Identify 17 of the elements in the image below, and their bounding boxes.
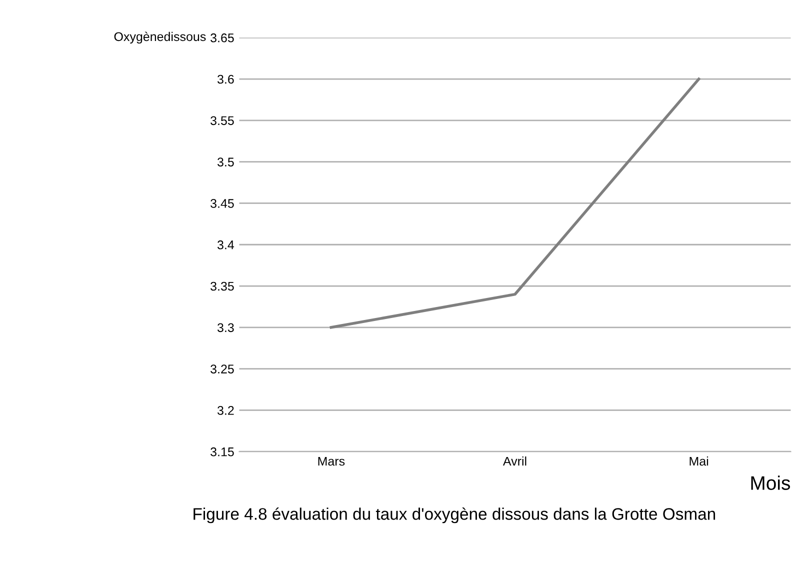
x-tick-label: Mars xyxy=(318,456,345,466)
y-tick-label: 3.4 xyxy=(217,240,234,250)
y-tick-label: 3.45 xyxy=(210,199,234,208)
y-tick-label: 3.25 xyxy=(210,364,234,374)
y-tick-label: 3.15 xyxy=(210,447,234,456)
x-tick-label: Avril xyxy=(502,456,526,466)
y-tick-label: 3.2 xyxy=(217,406,234,415)
x-tick-label: Mai xyxy=(690,456,708,466)
y-axis-title: Oxygènedissous xyxy=(114,32,206,44)
y-tick-label: 3.6 xyxy=(217,74,234,84)
caption: Figure 4.8 évaluation du taux d'oxygène dissous dans la Grotte Osman xyxy=(194,507,716,524)
x-axis-title: Mois xyxy=(751,476,790,490)
y-tick-label: 3.55 xyxy=(210,116,234,126)
y-tick-label: 3.65 xyxy=(210,33,234,42)
y-tick-label: 3.35 xyxy=(210,282,234,291)
y-tick-label: 3.3 xyxy=(217,323,234,332)
y-tick-label: 3.5 xyxy=(217,158,234,166)
